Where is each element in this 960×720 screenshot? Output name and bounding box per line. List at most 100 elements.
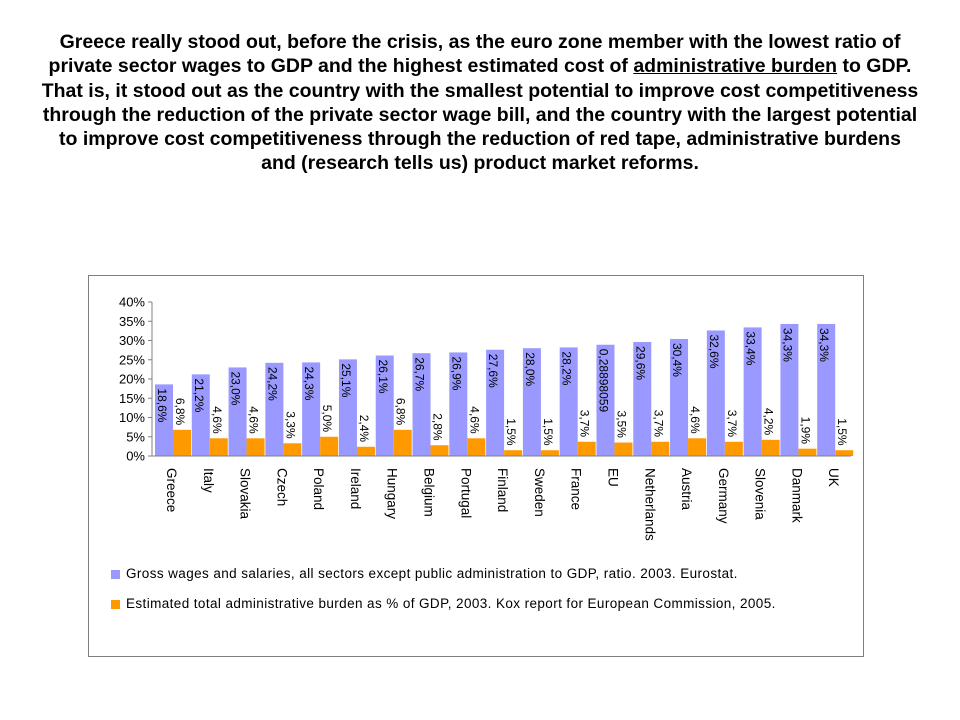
- bar-admin-burden: [798, 448, 817, 456]
- data-label-wages: 18,6%: [155, 388, 169, 422]
- data-label-admin-burden: 1,5%: [541, 418, 555, 446]
- bar-admin-burden: [320, 436, 339, 456]
- legend-item-wages: Gross wages and salaries, all sectors ex…: [109, 566, 849, 582]
- data-label-admin-burden: 3,3%: [283, 411, 297, 439]
- x-category-label: Sweden: [532, 468, 547, 517]
- data-label-wages: 27,6%: [486, 354, 500, 388]
- data-label-admin-burden: 1,9%: [798, 417, 812, 445]
- y-tick-label: 5%: [126, 429, 145, 444]
- bar-wages: [559, 347, 578, 456]
- legend-label-wages: Gross wages and salaries, all sectors ex…: [126, 566, 738, 581]
- slide-text-before: Greece really stood out, before the cris…: [48, 31, 901, 78]
- x-category-label: EU: [605, 468, 620, 487]
- bar-admin-burden: [540, 450, 559, 456]
- bar-chart: 0% 5% 10% 15% 20% 25% 30% 35% 40% 18,6% 6,8% Greece…: [119, 295, 854, 541]
- data-label-wages: 33,4%: [744, 331, 758, 365]
- data-label-admin-burden: 2,4%: [357, 415, 371, 443]
- slide-text-after: to GDP. That is, it stood out as the cou…: [41, 55, 919, 175]
- bar-admin-burden: [173, 429, 191, 456]
- legend-swatch-wages: [111, 570, 120, 579]
- bar-admin-burden: [651, 441, 670, 456]
- data-label-wages: 24,2%: [265, 367, 279, 401]
- bar-wages: [780, 323, 799, 456]
- chart-frame: 0% 5% 10% 15% 20% 25% 30% 35% 40% 18,6% 6,8% Greece…: [88, 275, 864, 657]
- bar-wages: [596, 344, 615, 456]
- bar-wages: [375, 355, 394, 456]
- bar-wages: [817, 323, 836, 456]
- y-tick-label: 10%: [119, 410, 145, 425]
- y-tick-label: 30%: [119, 333, 145, 348]
- data-label-admin-burden: 4,6%: [467, 406, 481, 434]
- data-label-wages: 29,6%: [633, 346, 647, 380]
- bar-admin-burden: [614, 442, 633, 456]
- bar-admin-burden: [504, 450, 523, 456]
- data-label-admin-burden: 4,6%: [210, 406, 224, 434]
- data-label-admin-burden: 1,5%: [504, 418, 518, 446]
- data-label-admin-burden: 3,5%: [614, 411, 628, 439]
- data-label-admin-burden: 3,7%: [651, 410, 665, 438]
- x-category-label: Czech: [274, 468, 289, 506]
- data-label-wages: 23,0%: [229, 371, 243, 405]
- bar-wages: [522, 348, 541, 456]
- bar-wages: [265, 362, 284, 456]
- data-label-wages: 24,3%: [302, 366, 316, 400]
- data-label-wages: 0,28898059: [596, 349, 610, 413]
- x-category-label: Germany: [716, 468, 731, 524]
- bar-admin-burden: [724, 441, 743, 456]
- bar-wages: [633, 342, 652, 456]
- bar-wages: [302, 362, 321, 456]
- y-tick-label: 40%: [119, 295, 145, 310]
- bar-wages: [155, 384, 173, 456]
- bar-wages: [412, 353, 431, 456]
- slide-paragraph: Greece really stood out, before the cris…: [40, 30, 920, 176]
- y-tick-label: 20%: [119, 372, 145, 387]
- x-category-label: Poland: [311, 468, 326, 510]
- x-category-label: Netherlands: [642, 468, 657, 541]
- x-category-label: Belgium: [422, 468, 437, 517]
- data-label-admin-burden: 4,6%: [688, 406, 702, 434]
- bar-admin-burden: [393, 429, 412, 456]
- bar-wages: [743, 327, 762, 456]
- x-category-label: Portugal: [458, 468, 473, 518]
- bar-wages: [449, 352, 468, 456]
- bar-admin-burden: [246, 438, 265, 456]
- legend-swatch-admin-burden: [111, 600, 120, 609]
- bar-wages: [486, 349, 505, 456]
- data-label-wages: 25,1%: [339, 363, 353, 397]
- bar-admin-burden: [356, 446, 375, 456]
- x-category-label: UK: [826, 468, 841, 487]
- bar-admin-burden: [430, 445, 449, 456]
- bar-wages: [191, 374, 210, 456]
- bar-admin-burden: [467, 438, 486, 456]
- x-category-label: Ireland: [348, 468, 363, 509]
- data-label-wages: 26,9%: [449, 356, 463, 390]
- legend-item-admin-burden: Estimated total administrative burden as…: [109, 596, 849, 612]
- bar-wages: [228, 367, 247, 456]
- data-label-wages: 34,3%: [780, 328, 794, 362]
- x-category-label: Greece: [164, 468, 179, 512]
- x-category-label: Hungary: [385, 468, 400, 519]
- data-label-wages: 34,3%: [817, 328, 831, 362]
- chart-legend: Gross wages and salaries, all sectors ex…: [109, 566, 849, 626]
- legend-label-admin-burden: Estimated total administrative burden as…: [126, 596, 776, 611]
- y-tick-label: 25%: [119, 352, 145, 367]
- bar-wages: [670, 338, 689, 456]
- data-label-admin-burden: 3,7%: [578, 410, 592, 438]
- data-label-wages: 26,1%: [376, 360, 390, 394]
- data-label-admin-burden: 6,8%: [394, 398, 408, 426]
- data-label-wages: 30,4%: [670, 343, 684, 377]
- administrative-burden-link[interactable]: administrative burden: [633, 55, 838, 78]
- y-tick-label: 15%: [119, 391, 145, 406]
- bar-admin-burden: [209, 438, 228, 456]
- bar-admin-burden: [283, 443, 302, 456]
- bar-wages: [706, 330, 725, 456]
- data-label-wages: 28,2%: [560, 351, 574, 385]
- data-label-wages: 26,7%: [413, 357, 427, 391]
- bar-admin-burden: [577, 441, 596, 456]
- data-label-admin-burden: 2,8%: [431, 413, 445, 441]
- data-label-admin-burden: 4,6%: [247, 406, 261, 434]
- data-label-admin-burden: 6,8%: [173, 398, 187, 426]
- x-category-label: Austria: [679, 468, 694, 511]
- x-category-label: Slovenia: [753, 468, 768, 520]
- bar-admin-burden: [688, 438, 707, 456]
